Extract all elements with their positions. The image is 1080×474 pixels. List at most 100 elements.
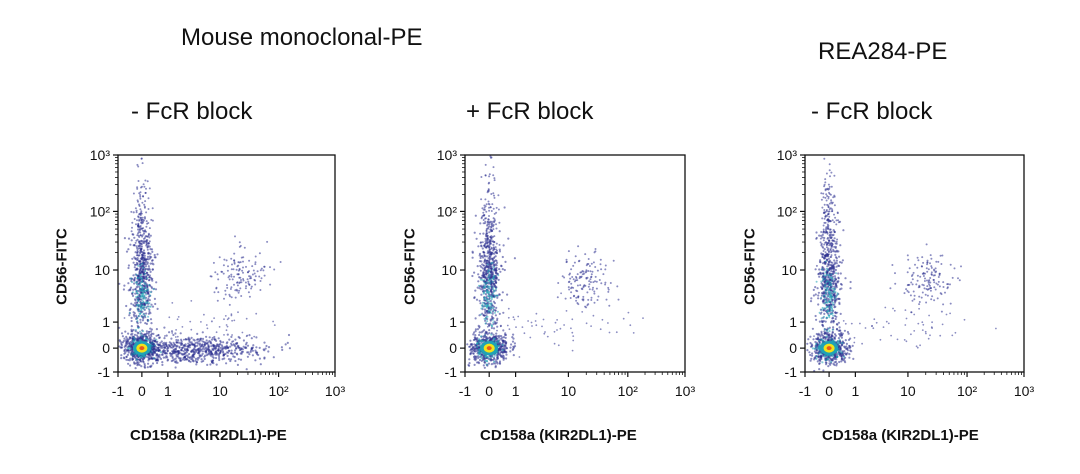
event-dot (126, 337, 129, 340)
event-dot (844, 347, 848, 350)
event-dot (833, 337, 837, 340)
event-dot (817, 297, 820, 300)
event-dot (133, 361, 136, 364)
event-dot (148, 255, 151, 258)
event-dot (829, 338, 833, 342)
event-dot (842, 357, 846, 360)
event-dot (151, 362, 155, 365)
event-dot (818, 358, 821, 361)
event-dot (829, 358, 832, 361)
event-dot (813, 347, 816, 350)
event-dot (136, 247, 139, 250)
event-dot (150, 338, 153, 341)
event-dot (818, 268, 821, 271)
event-dot (142, 358, 145, 361)
event-dot (815, 342, 818, 346)
event-dot (810, 343, 813, 346)
event-dot (123, 284, 126, 287)
event-dot (130, 239, 133, 242)
event-dot (839, 350, 842, 353)
event-dot (147, 339, 150, 342)
event-dot (824, 359, 828, 362)
event-dot (819, 355, 823, 358)
event-dot (819, 261, 822, 264)
event-dot (822, 355, 826, 358)
event-dot (835, 327, 839, 331)
event-dot (149, 270, 152, 273)
event-dot (827, 365, 830, 368)
event-dot (846, 352, 849, 355)
event-dot (155, 281, 158, 284)
event-dot (163, 326, 166, 329)
event-dot (125, 358, 128, 361)
event-dot (125, 350, 128, 353)
event-dot (134, 251, 137, 254)
event-dot (844, 361, 847, 364)
event-dot (125, 250, 129, 253)
event-dot (125, 339, 128, 342)
event-dot (125, 304, 128, 308)
event-dot (830, 270, 833, 273)
event-dot (830, 333, 833, 336)
event-dot (849, 337, 852, 340)
event-dot (835, 259, 839, 262)
event-dot (818, 320, 822, 323)
event-dot (820, 294, 824, 297)
event-dot (139, 359, 142, 363)
event-dot (811, 347, 815, 350)
x-axis-label: CD158a (KIR2DL1)-PE (130, 427, 287, 444)
event-dot (845, 342, 849, 345)
event-dot (150, 332, 153, 335)
event-dot (834, 360, 838, 363)
event-dot (140, 365, 143, 368)
event-dot (841, 342, 844, 345)
event-dot (831, 330, 834, 334)
event-dot (815, 318, 818, 321)
event-dot (809, 359, 812, 362)
event-dot (825, 335, 828, 338)
event-dot (141, 355, 145, 358)
event-dot (127, 349, 130, 352)
event-dot (130, 319, 133, 323)
event-dot (839, 329, 842, 332)
event-dot (818, 352, 821, 355)
event-dot (818, 345, 821, 348)
event-dot (832, 282, 835, 285)
event-dot (848, 353, 851, 356)
event-dot (829, 363, 832, 366)
event-dot (147, 334, 151, 337)
event-dot (136, 364, 139, 367)
event-dot (828, 330, 831, 333)
event-dot (828, 333, 831, 336)
event-dot (842, 355, 846, 358)
event-dot (815, 354, 818, 358)
event-dot (820, 332, 823, 335)
event-dot (843, 329, 847, 332)
event-dot (834, 311, 837, 314)
event-dot (844, 277, 847, 280)
event-dot (818, 275, 821, 278)
event-dot (142, 232, 146, 235)
event-dot (125, 335, 128, 338)
density-dots (806, 157, 997, 373)
group-title-mouse: Mouse monoclonal-PE (181, 24, 423, 51)
event-dot (811, 327, 815, 330)
event-dot (168, 331, 171, 334)
event-dot (812, 294, 816, 297)
event-dot (137, 326, 140, 330)
event-dot (118, 345, 121, 348)
event-dot (146, 366, 149, 369)
event-dot (143, 366, 147, 369)
event-dot (130, 342, 133, 345)
event-dot (161, 361, 164, 364)
event-dot (146, 245, 149, 249)
event-dot (150, 364, 153, 367)
event-dot (133, 315, 136, 318)
event-dot (840, 351, 843, 354)
event-dot (837, 352, 840, 355)
event-dot (830, 360, 833, 363)
event-dot (142, 360, 145, 364)
